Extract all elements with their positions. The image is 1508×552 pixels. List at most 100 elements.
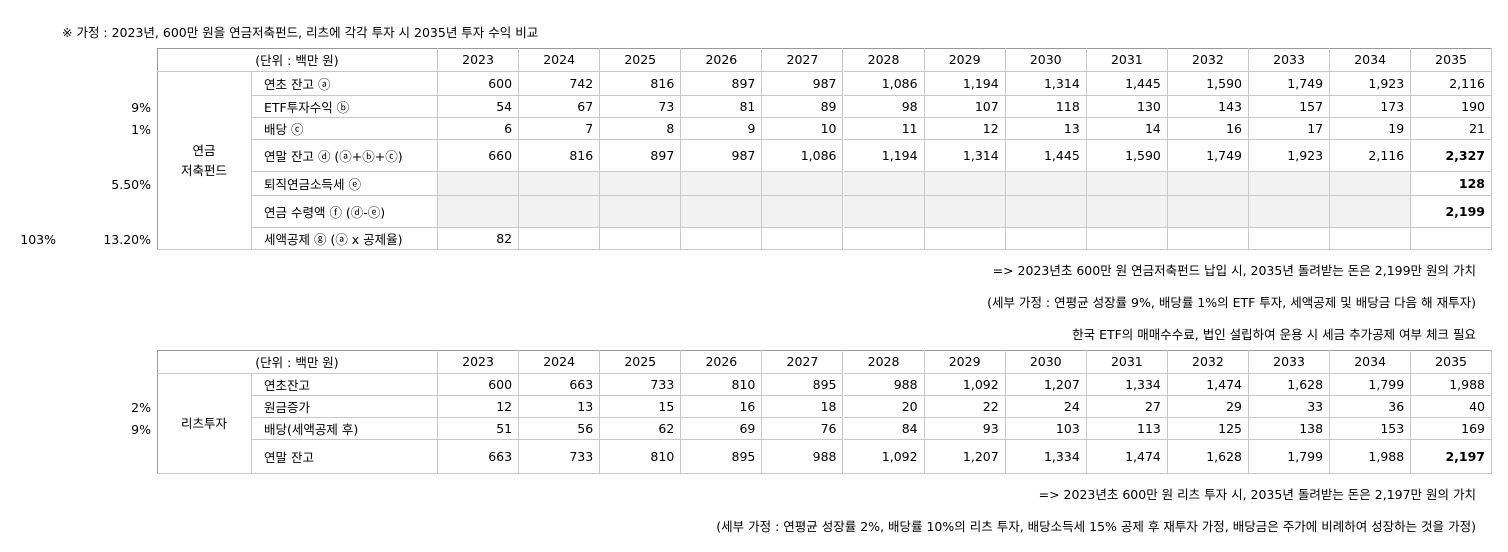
value-cell: 1,474 — [1167, 374, 1249, 396]
value-cell — [519, 172, 601, 196]
value-cell: 2,327 — [1411, 140, 1492, 172]
year-header: 2026 — [681, 48, 763, 72]
value-cell: 1,207 — [924, 440, 1006, 474]
note: => 2023년초 600만 원 리츠 투자 시, 2035년 돌려받는 돈은 … — [1038, 486, 1476, 502]
value-cell: 1,749 — [1167, 140, 1249, 172]
value-cell: 51 — [438, 418, 520, 440]
value-cell: 89 — [762, 96, 844, 118]
value-cell — [924, 228, 1006, 250]
value-cell: 660 — [438, 140, 520, 172]
year-header: 2028 — [843, 48, 925, 72]
value-cell: 6 — [438, 118, 520, 140]
value-cell: 663 — [438, 440, 520, 474]
year-header: 2029 — [924, 48, 1006, 72]
value-cell — [519, 228, 601, 250]
year-header: 2029 — [924, 350, 1006, 374]
value-cell: 1,799 — [1249, 440, 1331, 474]
table — [157, 48, 1492, 250]
value-cell: 173 — [1330, 96, 1412, 118]
value-cell: 1,799 — [1330, 374, 1412, 396]
value-cell: 2,116 — [1411, 72, 1492, 96]
value-cell — [1005, 172, 1087, 196]
value-cell — [843, 228, 925, 250]
value-cell: 190 — [1411, 96, 1492, 118]
unit-label: (단위 : 백만 원) — [157, 48, 438, 72]
value-cell: 600 — [438, 72, 520, 96]
value-cell: 1,334 — [1005, 440, 1087, 474]
year-header: 2030 — [1005, 350, 1087, 374]
value-cell — [1167, 172, 1249, 196]
group-label-line: 연금 — [192, 142, 216, 158]
value-cell: 1,092 — [924, 374, 1006, 396]
year-header: 2032 — [1167, 48, 1249, 72]
value-cell: 21 — [1411, 118, 1492, 140]
value-cell: 22 — [924, 396, 1006, 418]
value-cell — [924, 196, 1006, 228]
value-cell: 1,314 — [924, 140, 1006, 172]
side-rate: 103% — [20, 231, 56, 247]
value-cell — [1330, 172, 1412, 196]
value-cell: 1,194 — [843, 140, 925, 172]
value-cell: 895 — [681, 440, 763, 474]
year-header: 2025 — [600, 48, 682, 72]
value-cell — [438, 172, 520, 196]
value-cell: 1,207 — [1005, 374, 1087, 396]
value-cell: 33 — [1249, 396, 1331, 418]
year-header: 2024 — [519, 350, 601, 374]
value-cell: 10 — [762, 118, 844, 140]
value-cell — [1005, 196, 1087, 228]
value-cell: 2,197 — [1411, 440, 1492, 474]
value-cell — [1086, 172, 1168, 196]
value-cell: 67 — [519, 96, 601, 118]
value-cell — [681, 228, 763, 250]
row-label: 연금 수령액 ⓕ (ⓓ-ⓔ) — [252, 196, 438, 228]
value-cell: 1,628 — [1249, 374, 1331, 396]
value-cell: 987 — [681, 140, 763, 172]
value-cell: 1,628 — [1167, 440, 1249, 474]
year-header: 2033 — [1249, 350, 1331, 374]
value-cell: 987 — [762, 72, 844, 96]
value-cell: 103 — [1005, 418, 1087, 440]
value-cell: 742 — [519, 72, 601, 96]
value-cell: 1,092 — [843, 440, 925, 474]
value-cell — [1086, 228, 1168, 250]
value-cell: 19 — [1330, 118, 1412, 140]
value-cell: 76 — [762, 418, 844, 440]
value-cell — [681, 172, 763, 196]
value-cell: 62 — [600, 418, 682, 440]
group-label-line: 리츠투자 — [180, 415, 227, 431]
value-cell: 897 — [681, 72, 763, 96]
value-cell: 27 — [1086, 396, 1168, 418]
value-cell: 98 — [843, 96, 925, 118]
value-cell: 1,445 — [1005, 140, 1087, 172]
value-cell: 733 — [600, 374, 682, 396]
value-cell: 9 — [681, 118, 763, 140]
side-rate: 13.20% — [103, 231, 151, 247]
year-header: 2032 — [1167, 350, 1249, 374]
year-header: 2027 — [762, 48, 844, 72]
year-header: 2025 — [600, 350, 682, 374]
group-label: 리츠투자 — [157, 374, 252, 474]
value-cell: 2,199 — [1411, 196, 1492, 228]
year-header: 2023 — [438, 48, 520, 72]
side-rate: 9% — [131, 99, 151, 115]
value-cell — [1167, 196, 1249, 228]
value-cell: 1,086 — [762, 140, 844, 172]
year-header: 2031 — [1086, 350, 1168, 374]
row-label: 원금증가 — [252, 396, 438, 418]
value-cell: 816 — [519, 140, 601, 172]
value-cell: 82 — [438, 228, 520, 250]
value-cell — [1005, 228, 1087, 250]
value-cell: 84 — [843, 418, 925, 440]
value-cell — [843, 196, 925, 228]
value-cell: 1,923 — [1330, 72, 1412, 96]
value-cell — [762, 172, 844, 196]
value-cell — [1249, 228, 1331, 250]
value-cell: 663 — [519, 374, 601, 396]
side-rate: 2% — [131, 399, 151, 415]
value-cell: 8 — [600, 118, 682, 140]
year-header: 2035 — [1411, 48, 1492, 72]
value-cell: 138 — [1249, 418, 1331, 440]
side-rate: 1% — [131, 121, 151, 137]
value-cell — [1249, 172, 1331, 196]
